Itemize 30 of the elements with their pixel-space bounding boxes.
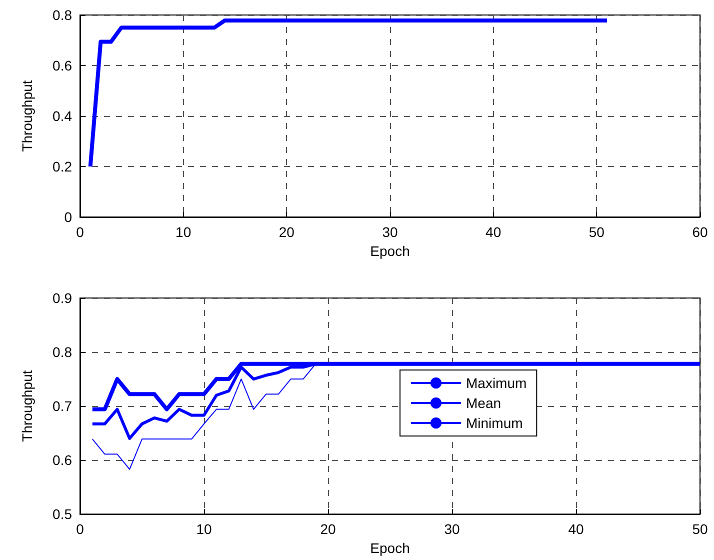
x-tick-label: 0 (76, 521, 84, 538)
x-tick-label: 50 (588, 224, 605, 240)
y-tick-label: 0.6 (52, 58, 72, 74)
y-tick-label: 0.9 (52, 290, 72, 306)
x-tick-label: 60 (692, 224, 708, 240)
y-tick-label: 0.7 (52, 398, 72, 414)
x-tick-label: 10 (196, 521, 212, 538)
y-tick-label: 0.2 (52, 158, 72, 174)
x-tick-label: 0 (76, 224, 84, 240)
y-tick-label: 0.4 (52, 108, 72, 124)
x-tick-label: 40 (486, 224, 502, 240)
y-tick-label: 0.5 (52, 506, 72, 522)
legend-label: Maximum (466, 375, 527, 391)
x-tick-label: 40 (568, 521, 584, 538)
y-axis-title: Throughput (19, 370, 35, 442)
y-tick-label: 0.8 (52, 7, 72, 23)
x-tick-label: 20 (278, 224, 295, 240)
legend-label: Minimum (466, 415, 523, 431)
x-axis-title: Epoch (370, 242, 410, 259)
y-tick-label: 0.6 (52, 452, 72, 468)
x-axis-title: Epoch (370, 540, 410, 556)
y-tick-label: 0 (64, 209, 72, 225)
x-tick-label: 30 (382, 224, 398, 240)
x-tick-label: 20 (320, 521, 336, 538)
x-tick-label: 50 (692, 521, 708, 538)
x-tick-label: 10 (176, 224, 192, 240)
x-tick-label: 30 (444, 521, 460, 538)
y-axis-title: Throughput (19, 80, 35, 152)
y-tick-label: 0.8 (52, 344, 72, 360)
legend-label: Mean (466, 395, 502, 411)
